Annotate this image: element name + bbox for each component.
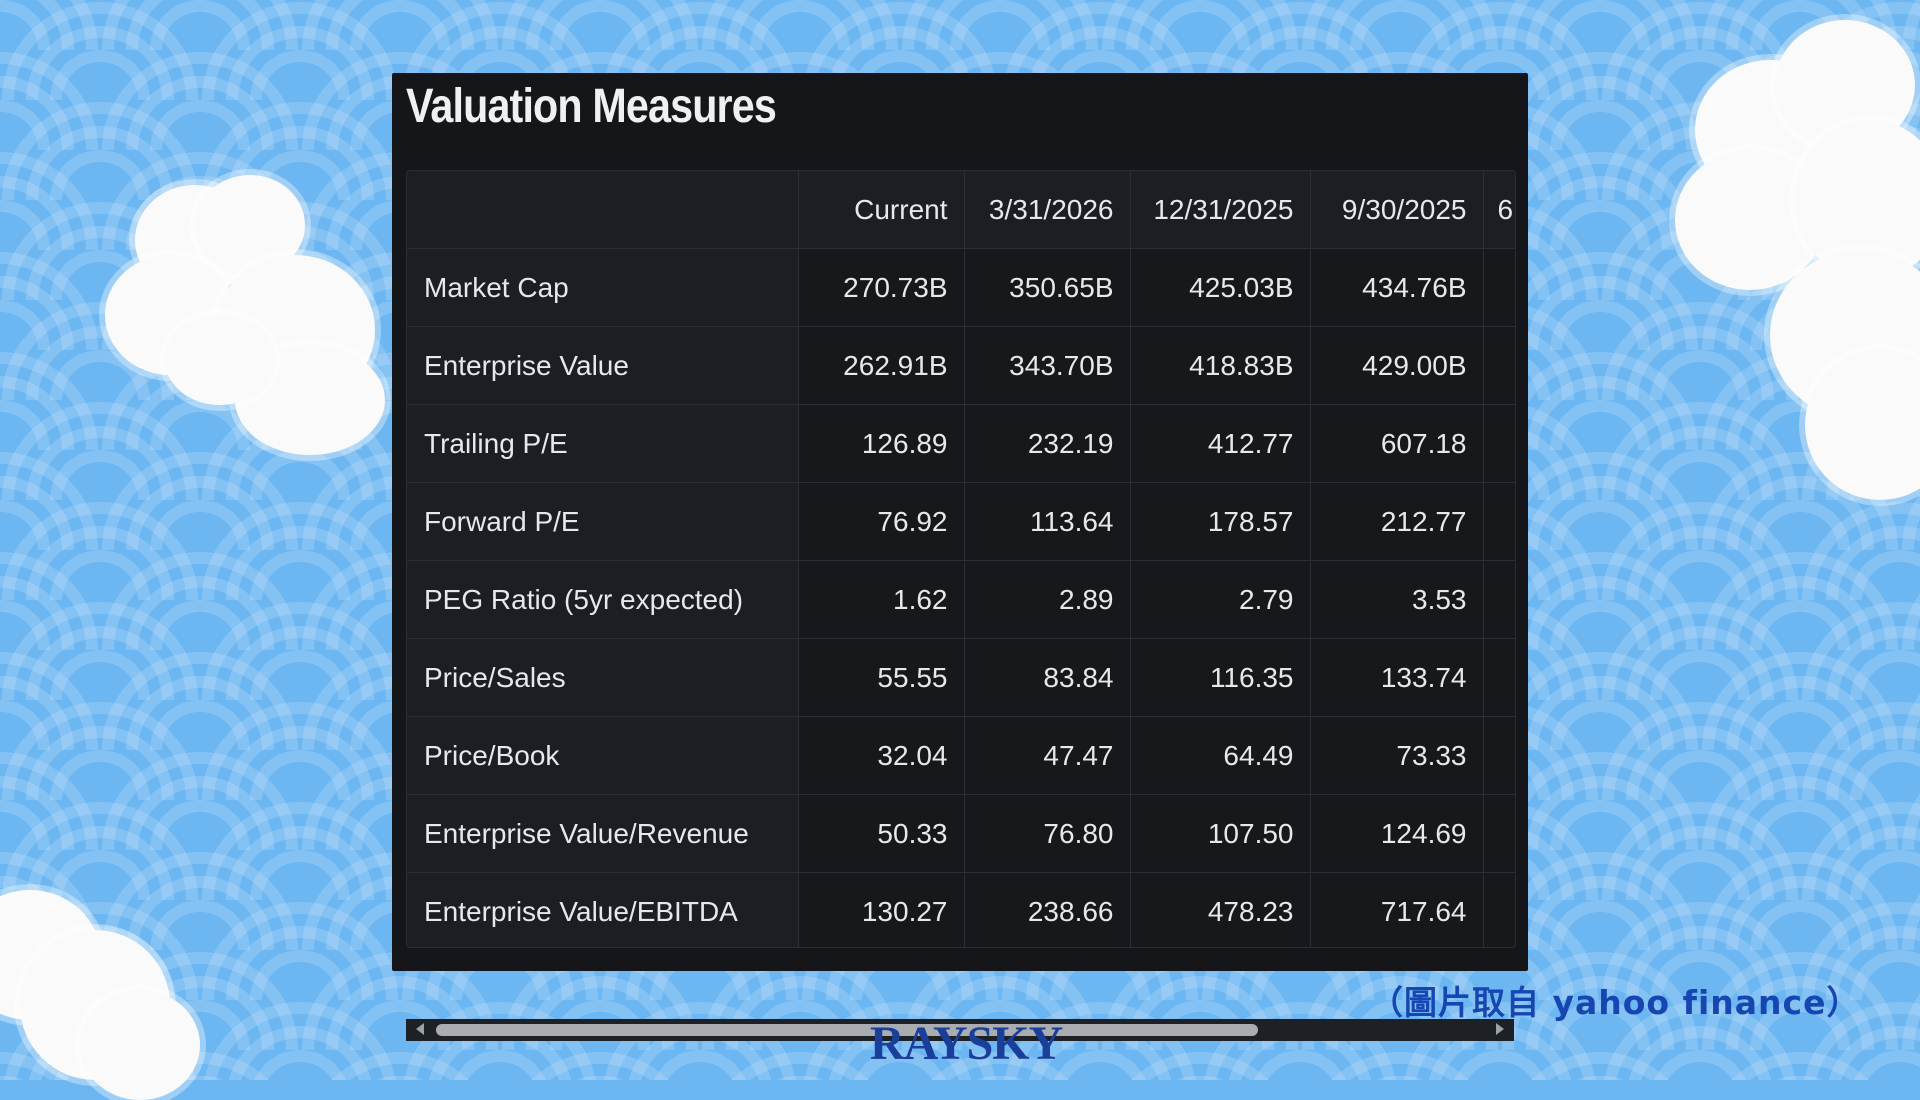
cell-value-partial — [1483, 716, 1515, 795]
cloud-decoration-bottom-left — [0, 870, 220, 1100]
row-label: Price/Book — [407, 716, 799, 795]
cell-value: 55.55 — [798, 638, 965, 717]
cell-value: 343.70B — [964, 326, 1131, 405]
table-row: Price/Sales 55.55 83.84 116.35 133.74 — [407, 638, 1515, 717]
valuation-measures-panel: Valuation Measures Current 3/31/2026 12/… — [392, 73, 1528, 1041]
cell-value: 107.50 — [1130, 794, 1311, 873]
table-row: Market Cap 270.73B 350.65B 425.03B 434.7… — [407, 248, 1515, 327]
cloud-decoration-right — [1675, 20, 1920, 500]
cell-value-partial — [1483, 482, 1515, 561]
cell-value: 418.83B — [1130, 326, 1311, 405]
table-row: PEG Ratio (5yr expected) 1.62 2.89 2.79 … — [407, 560, 1515, 639]
row-label: Price/Sales — [407, 638, 799, 717]
row-label: PEG Ratio (5yr expected) — [407, 560, 799, 639]
cell-value: 133.74 — [1310, 638, 1484, 717]
table-row: Enterprise Value 262.91B 343.70B 418.83B… — [407, 326, 1515, 405]
cell-value: 717.64 — [1310, 872, 1484, 947]
cell-value: 3.53 — [1310, 560, 1484, 639]
table-row: Enterprise Value/Revenue 50.33 76.80 107… — [407, 794, 1515, 873]
cell-value-partial — [1483, 248, 1515, 327]
header-date: 3/31/2026 — [964, 171, 1131, 249]
table-row: Enterprise Value/EBITDA 130.27 238.66 47… — [407, 872, 1515, 947]
cloud-decoration-left — [105, 175, 395, 455]
cell-value: 130.27 — [798, 872, 965, 947]
row-label: Forward P/E — [407, 482, 799, 561]
cell-value: 32.04 — [798, 716, 965, 795]
cell-value: 1.62 — [798, 560, 965, 639]
cell-value: 412.77 — [1130, 404, 1311, 483]
scrollbar-thumb[interactable] — [436, 1024, 1258, 1036]
row-label: Enterprise Value — [407, 326, 799, 405]
cell-value-partial — [1483, 794, 1515, 873]
cell-value: 83.84 — [964, 638, 1131, 717]
cell-value: 64.49 — [1130, 716, 1311, 795]
panel-title: Valuation Measures — [406, 80, 777, 133]
row-label: Enterprise Value/Revenue — [407, 794, 799, 873]
header-corner-cell — [407, 171, 799, 249]
cell-value: 262.91B — [798, 326, 965, 405]
cell-value: 126.89 — [798, 404, 965, 483]
cell-value: 2.79 — [1130, 560, 1311, 639]
cell-value: 2.89 — [964, 560, 1131, 639]
cell-value: 434.76B — [1310, 248, 1484, 327]
cell-value: 238.66 — [964, 872, 1131, 947]
cell-value: 76.80 — [964, 794, 1131, 873]
cell-value: 76.92 — [798, 482, 965, 561]
table-row: Trailing P/E 126.89 232.19 412.77 607.18 — [407, 404, 1515, 483]
cell-value: 607.18 — [1310, 404, 1484, 483]
header-date-partial: 6 — [1483, 171, 1515, 249]
cell-value: 50.33 — [798, 794, 965, 873]
triangle-right-icon[interactable] — [1496, 1023, 1504, 1035]
table-row: Price/Book 32.04 47.47 64.49 73.33 — [407, 716, 1515, 795]
cell-value: 73.33 — [1310, 716, 1484, 795]
row-label: Market Cap — [407, 248, 799, 327]
cell-value-partial — [1483, 404, 1515, 483]
cell-value: 47.47 — [964, 716, 1131, 795]
row-label: Enterprise Value/EBITDA — [407, 872, 799, 947]
header-date: 12/31/2025 — [1130, 171, 1311, 249]
table-header-row: Current 3/31/2026 12/31/2025 9/30/2025 6 — [407, 171, 1515, 249]
triangle-left-icon[interactable] — [416, 1023, 424, 1035]
row-label: Trailing P/E — [407, 404, 799, 483]
cell-value: 425.03B — [1130, 248, 1311, 327]
cell-value: 212.77 — [1310, 482, 1484, 561]
cell-value: 270.73B — [798, 248, 965, 327]
cell-value: 429.00B — [1310, 326, 1484, 405]
cell-value: 124.69 — [1310, 794, 1484, 873]
raysky-logo: RAYSKY — [870, 1017, 1063, 1070]
cell-value: 178.57 — [1130, 482, 1311, 561]
valuation-table: Current 3/31/2026 12/31/2025 9/30/2025 6… — [407, 171, 1515, 947]
cell-value: 116.35 — [1130, 638, 1311, 717]
cell-value: 350.65B — [964, 248, 1131, 327]
cell-value: 113.64 — [964, 482, 1131, 561]
table-row: Forward P/E 76.92 113.64 178.57 212.77 — [407, 482, 1515, 561]
cell-value-partial — [1483, 638, 1515, 717]
valuation-table-container[interactable]: Current 3/31/2026 12/31/2025 9/30/2025 6… — [406, 170, 1516, 948]
cell-value-partial — [1483, 560, 1515, 639]
cell-value-partial — [1483, 872, 1515, 947]
header-date: 9/30/2025 — [1310, 171, 1484, 249]
horizontal-scrollbar[interactable] — [406, 1019, 1514, 1041]
cell-value: 478.23 — [1130, 872, 1311, 947]
cell-value: 232.19 — [964, 404, 1131, 483]
header-current: Current — [798, 171, 965, 249]
image-credit: （圖片取自 yahoo finance） — [1370, 983, 1861, 1022]
cell-value-partial — [1483, 326, 1515, 405]
